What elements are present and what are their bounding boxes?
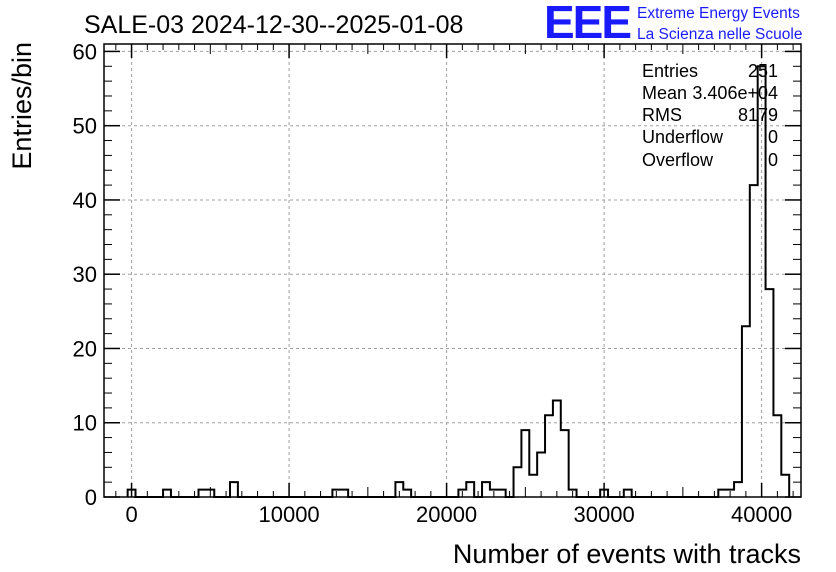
y-tick-label: 0	[85, 485, 97, 510]
logo-mark: EEE	[544, 0, 630, 48]
x-axis-label: Number of events with tracks	[453, 539, 801, 569]
x-tick-label: 0	[125, 502, 137, 527]
x-tick-label: 30000	[574, 502, 635, 527]
y-tick-label: 30	[73, 262, 97, 287]
plot-frame	[103, 43, 802, 498]
stats-rms-value: 8179	[738, 105, 778, 125]
stats-mean-value: 3.406e+04	[692, 83, 778, 103]
chart-title: SALE-03 2024-12-30--2025-01-08	[84, 11, 463, 39]
y-tick-label: 40	[73, 188, 97, 213]
histogram-outline	[126, 65, 791, 498]
y-tick-label: 50	[73, 114, 97, 139]
stats-entries-value: 251	[748, 61, 778, 81]
stats-overflow-value: 0	[768, 150, 778, 170]
stats-underflow-value: 0	[768, 127, 778, 147]
eee-logo: EEE Extreme Energy Events La Scienza nel…	[544, 0, 802, 48]
x-tick-label: 40000	[731, 502, 792, 527]
y-tick-label: 20	[73, 336, 97, 361]
logo-line-2: La Scienza nelle Scuole	[637, 26, 802, 43]
logo-line-1: Extreme Energy Events	[637, 5, 800, 22]
stats-rms-label: RMS	[642, 105, 682, 125]
x-axis: 0 10000 20000 30000 40000	[115, 44, 794, 527]
y-axis-label: Entries/bin	[7, 42, 37, 170]
grid-lines	[104, 44, 801, 498]
stats-box: Entries 251 Mean 3.406e+04 RMS 8179 Unde…	[642, 61, 778, 170]
stats-overflow-label: Overflow	[642, 150, 714, 170]
x-tick-label: 20000	[416, 502, 477, 527]
y-tick-label: 60	[73, 39, 97, 64]
y-tick-label: 10	[73, 411, 97, 436]
stats-mean-label: Mean	[642, 83, 687, 103]
stats-entries-label: Entries	[642, 61, 698, 81]
y-axis: 0 10 20 30 40 50 60	[73, 39, 801, 510]
stats-underflow-label: Underflow	[642, 127, 724, 147]
x-tick-label: 10000	[258, 502, 319, 527]
